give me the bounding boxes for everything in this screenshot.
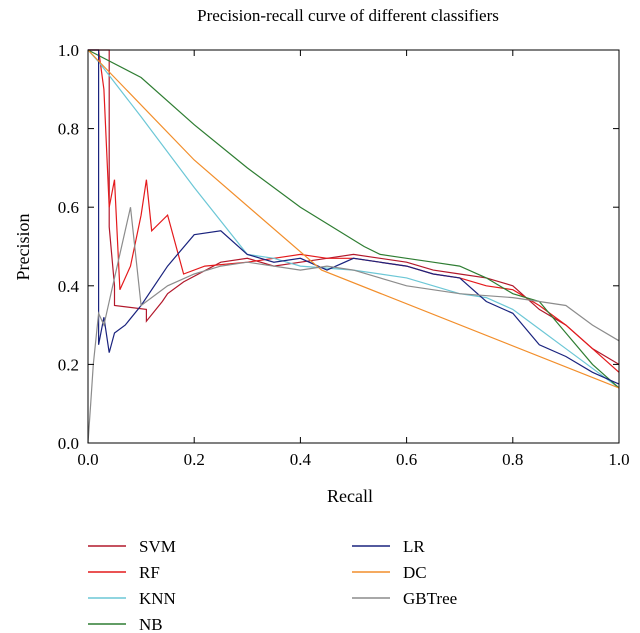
legend-item-rf: RF bbox=[88, 563, 160, 582]
legend-item-nb: NB bbox=[88, 615, 163, 633]
x-tick-label: 0.0 bbox=[77, 450, 98, 469]
series-line-nb bbox=[87, 49, 620, 389]
series-line-rf bbox=[88, 49, 620, 373]
legend-item-gbtree: GBTree bbox=[352, 589, 457, 608]
legend-item-knn: KNN bbox=[88, 589, 176, 608]
series-line-svm bbox=[88, 49, 620, 365]
x-tick-label: 0.8 bbox=[502, 450, 523, 469]
y-tick-label: 0.4 bbox=[58, 277, 80, 296]
legend-item-dc: DC bbox=[352, 563, 427, 582]
y-tick-label: 0.6 bbox=[58, 198, 79, 217]
legend: SVM RF KNN NB LR DC GBTree bbox=[88, 537, 457, 633]
x-tick-label: 0.6 bbox=[396, 450, 417, 469]
legend-label: KNN bbox=[139, 589, 176, 608]
legend-label: NB bbox=[139, 615, 163, 633]
series-line-dc bbox=[87, 49, 620, 389]
legend-label: GBTree bbox=[403, 589, 457, 608]
legend-item-lr: LR bbox=[352, 537, 425, 556]
y-tick-label: 0.8 bbox=[58, 120, 79, 139]
legend-label: LR bbox=[403, 537, 425, 556]
series-line-gbtree bbox=[87, 207, 620, 444]
series-line-lr bbox=[88, 49, 620, 385]
legend-label: DC bbox=[403, 563, 427, 582]
x-tick-label: 0.4 bbox=[290, 450, 312, 469]
legend-label: SVM bbox=[139, 537, 176, 556]
plot-frame bbox=[87, 49, 620, 444]
x-tick-label: 1.0 bbox=[608, 450, 629, 469]
x-tick-label: 0.2 bbox=[184, 450, 205, 469]
axis-ticks: 0.0 0.2 0.4 0.6 0.8 1.0 0.0 0.2 0.4 0.6 0.8 1.0 bbox=[58, 41, 630, 469]
y-tick-label: 1.0 bbox=[58, 41, 79, 60]
legend-label: RF bbox=[139, 563, 160, 582]
x-axis-label: Recall bbox=[327, 486, 373, 506]
y-axis-label: Precision bbox=[13, 214, 33, 281]
y-tick-label: 0.2 bbox=[58, 355, 79, 374]
y-tick-label: 0.0 bbox=[58, 434, 79, 453]
chart-title: Precision-recall curve of different clas… bbox=[197, 6, 499, 25]
legend-item-svm: SVM bbox=[88, 537, 176, 556]
series-lines bbox=[87, 49, 620, 444]
